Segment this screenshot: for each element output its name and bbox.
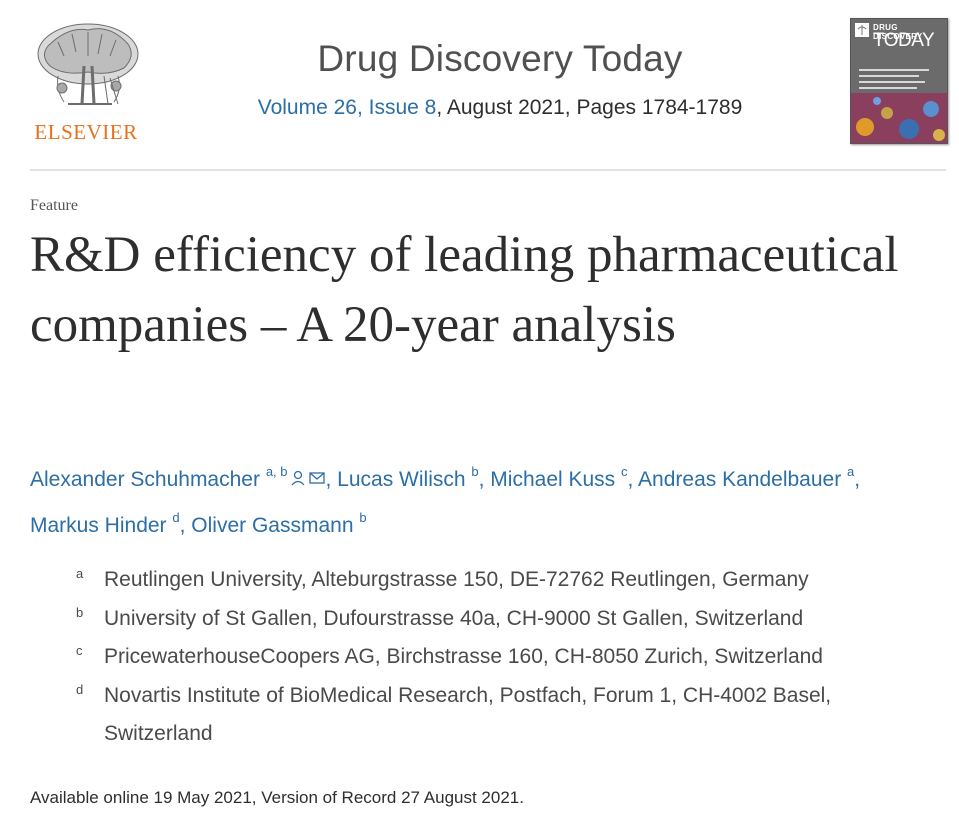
article-type-label: Feature — [30, 197, 78, 214]
author-link[interactable]: Markus Hinder d — [30, 509, 180, 537]
affiliation-item: d Novartis Institute of BioMedical Resea… — [76, 677, 936, 754]
header-divider — [30, 169, 946, 171]
article-header: ELSEVIER Drug Discovery Today Volume 26,… — [0, 0, 959, 170]
author-link[interactable]: Oliver Gassmann b — [191, 509, 367, 537]
author-link[interactable]: Andreas Kandelbauer a — [638, 464, 855, 491]
volume-issue-link[interactable]: Volume 26, Issue 8 — [257, 96, 437, 119]
person-and-envelope-icon[interactable] — [290, 469, 326, 487]
affiliation-label: c — [76, 643, 83, 658]
author-contact-icons[interactable] — [290, 461, 326, 500]
affiliation-label: b — [76, 604, 84, 620]
elsevier-mini-logo-icon — [855, 23, 869, 37]
journal-title[interactable]: Drug Discovery Today — [317, 38, 683, 79]
author-link[interactable]: Alexander Schuhmacher a, b — [30, 464, 288, 491]
journal-cover-image[interactable]: DRUG DISCOVERY TODAY — [850, 18, 948, 144]
affiliation-item: b University of St Gallen, Dufourstrasse… — [76, 600, 936, 639]
author-link[interactable]: Michael Kuss c — [490, 464, 628, 491]
affiliation-item: c PricewaterhouseCoopers AG, Birchstrass… — [76, 638, 936, 677]
cover-artwork — [851, 93, 947, 143]
affiliation-label: a — [76, 566, 84, 581]
cover-title-line2: TODAY — [873, 30, 935, 51]
elsevier-wordmark: ELSEVIER — [34, 120, 138, 144]
author-list: Alexander Schuhmacher a, b, Lucas Wilisc… — [30, 454, 930, 545]
affiliation-list: a Reutlingen University, Alteburgstrasse… — [76, 561, 936, 754]
affiliation-label: d — [76, 681, 84, 697]
affiliation-text: Novartis Institute of BioMedical Researc… — [104, 683, 832, 746]
author-link[interactable]: Lucas Wilisch b — [337, 464, 479, 491]
affiliation-text: University of St Gallen, Dufourstrasse 4… — [104, 606, 804, 630]
cover-text-lines — [859, 69, 939, 93]
affiliation-text: PricewaterhouseCoopers AG, Birchstrasse … — [104, 645, 823, 668]
issue-line: Volume 26, Issue 8, August 2021, Pages 1… — [200, 96, 800, 120]
cover-title-line1: DRUG DISCOVERY — [873, 23, 923, 41]
affiliation-text: Reutlingen University, Alteburgstrasse 1… — [104, 568, 809, 591]
availability-dates: Available online 19 May 2021, Version of… — [30, 788, 524, 807]
issue-date-pages: , August 2021, Pages 1784-1789 — [436, 96, 743, 119]
tree-logo-icon — [37, 23, 139, 105]
elsevier-logo[interactable]: ELSEVIER — [28, 16, 144, 146]
article-title: R&D efficiency of leading pharmaceutical… — [30, 227, 899, 353]
affiliation-item: a Reutlingen University, Alteburgstrasse… — [76, 561, 936, 600]
